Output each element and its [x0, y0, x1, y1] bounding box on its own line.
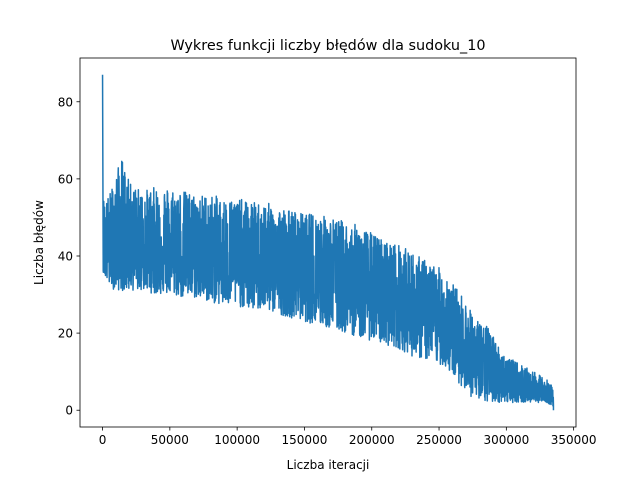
x-axis-ticks: 0 50000 100000 150000 200000 250000 300000 3500…: [99, 427, 597, 447]
y-tick-label: 40: [58, 249, 73, 263]
y-tick-label: 20: [58, 327, 73, 341]
y-axis-ticks: 0 20 40 60 80: [58, 95, 80, 418]
x-tick-label: 100000: [214, 433, 260, 447]
x-axis-title: Liczba iteracji: [287, 458, 370, 472]
x-tick-label: 200000: [349, 433, 395, 447]
x-tick-label: 300000: [483, 433, 529, 447]
x-tick-label: 0: [99, 433, 107, 447]
x-tick-label: 150000: [282, 433, 328, 447]
plot-area: [79, 57, 577, 428]
chart-title: Wykres funkcji liczby błędów dla sudoku_…: [170, 38, 485, 54]
x-tick-label: 50000: [151, 433, 189, 447]
y-axis-title: Liczba błędów: [32, 200, 46, 285]
y-tick-label: 0: [65, 404, 73, 418]
x-tick-label: 350000: [551, 433, 597, 447]
series-line: [101, 74, 555, 411]
y-tick-label: 80: [58, 95, 73, 109]
series-layer: [101, 74, 555, 411]
axes-frame: [79, 57, 577, 428]
x-tick-label: 250000: [416, 433, 462, 447]
y-tick-label: 60: [58, 172, 73, 186]
